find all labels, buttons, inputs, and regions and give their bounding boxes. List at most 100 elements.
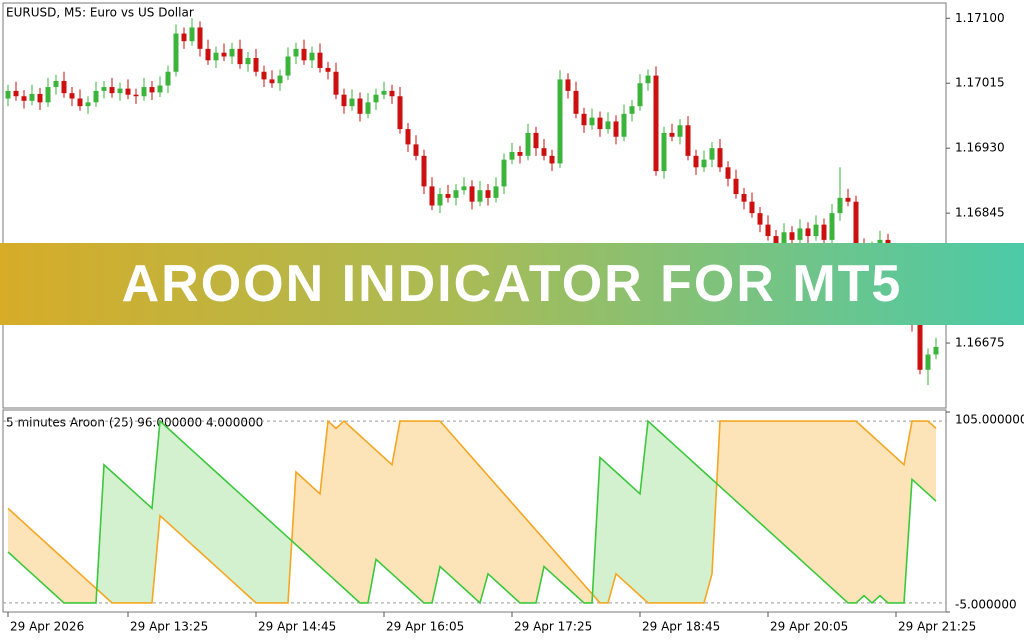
aroon-fill [928,421,936,502]
candle-body [133,94,139,97]
candle-body [69,93,75,99]
aroon-fill [848,421,856,603]
aroon-fill [216,472,224,574]
aroon-fill [752,421,760,523]
aroon-fill [496,484,504,589]
aroon-fill [776,421,784,545]
candle-body [181,33,187,42]
aroon-fill [424,421,432,603]
x-tick-label: 29 Apr 14:45 [258,620,336,634]
y-tick-label: 1.16930 [955,141,1005,155]
aroon-fill [8,508,16,560]
candle-body [389,90,395,97]
aroon-fill [120,479,128,603]
candle-body [141,87,147,97]
candle-body [205,48,211,61]
candle-body [517,152,523,156]
candle-body [285,56,291,76]
aroon-fill [696,464,704,603]
candle-body [125,88,131,95]
x-tick-label: 29 Apr 21:25 [898,620,976,634]
aroon-fill [336,421,344,589]
aroon-fill [736,421,744,509]
candle-body [77,98,83,107]
aroon-fill [240,493,248,596]
aroon-fill [648,421,656,603]
y-tick-label: 1.16675 [955,336,1005,350]
aroon-fill [704,472,712,603]
aroon-fill [232,486,240,589]
aroon-fill [376,450,384,567]
aroon-fill [448,430,456,582]
aroon-fill [392,421,400,582]
aroon-fill [744,421,752,516]
banner: AROON INDICATOR FOR MT5 [0,243,1024,325]
aroon-fill [640,421,648,603]
aroon-fill [920,421,928,494]
candle-body [189,27,195,42]
candle-body [725,167,731,179]
candle-body [117,88,123,94]
candle-body [917,323,923,370]
candle-body [493,186,499,198]
aroon-fill [544,539,552,574]
candle-body [925,354,931,370]
candle-body [717,148,723,168]
aroon-fill [808,421,816,574]
candle-body [541,148,547,156]
x-tick-label: 29 Apr 16:05 [386,620,464,634]
aroon-fill [264,515,272,603]
aroon-fill [48,544,56,596]
aroon-fill [360,435,368,603]
aroon-fill [176,435,184,538]
candle-body [5,90,11,99]
aroon-fill [512,502,520,603]
candle-body [557,79,563,164]
candle-body [637,83,643,107]
aroon-fill [136,493,144,603]
aroon-fill [352,428,360,603]
y-tick-label: 1.16845 [955,206,1005,220]
candle-body [693,155,699,168]
aroon-fill [432,421,440,603]
x-tick-label: 29 Apr 20:05 [770,620,848,634]
aroon-fill [16,515,24,567]
candle-body [461,186,467,191]
candle-body [853,201,859,248]
aroon-fill [768,421,776,538]
aroon-fill [400,421,408,589]
candle-body [405,129,411,145]
aroon-fill [608,464,616,603]
y-tick-label: 105.000000 [955,413,1024,427]
aroon-fill [280,530,288,603]
candle-body [101,87,107,91]
candle-body [173,33,179,72]
x-tick-label: 29 Apr 13:25 [130,620,208,634]
candle-body [669,132,675,137]
candle-body [677,125,683,137]
candle-body [685,125,691,156]
candle-body [229,48,235,57]
aroon-fill [784,421,792,552]
candle-body [781,232,787,244]
aroon-fill [504,493,512,596]
x-tick-label: 29 Apr 2026 [10,620,84,634]
candle-body [333,71,339,95]
candle-body [469,186,475,202]
aroon-fill [304,479,312,560]
aroon-fill [624,479,632,589]
aroon-fill [584,584,592,603]
aroon-fill [536,530,544,603]
x-tick-label: 29 Apr 18:45 [642,620,720,634]
aroon-fill [792,421,800,560]
candle-body [573,90,579,114]
candle-body [13,90,19,97]
aroon-fill [856,421,864,603]
candle-body [349,98,355,107]
aroon-fill [64,559,72,603]
candle-body [165,71,171,86]
candle-body [485,190,491,198]
aroon-fill [896,457,904,603]
aroon-fill [408,421,416,596]
candle-body [277,75,283,84]
